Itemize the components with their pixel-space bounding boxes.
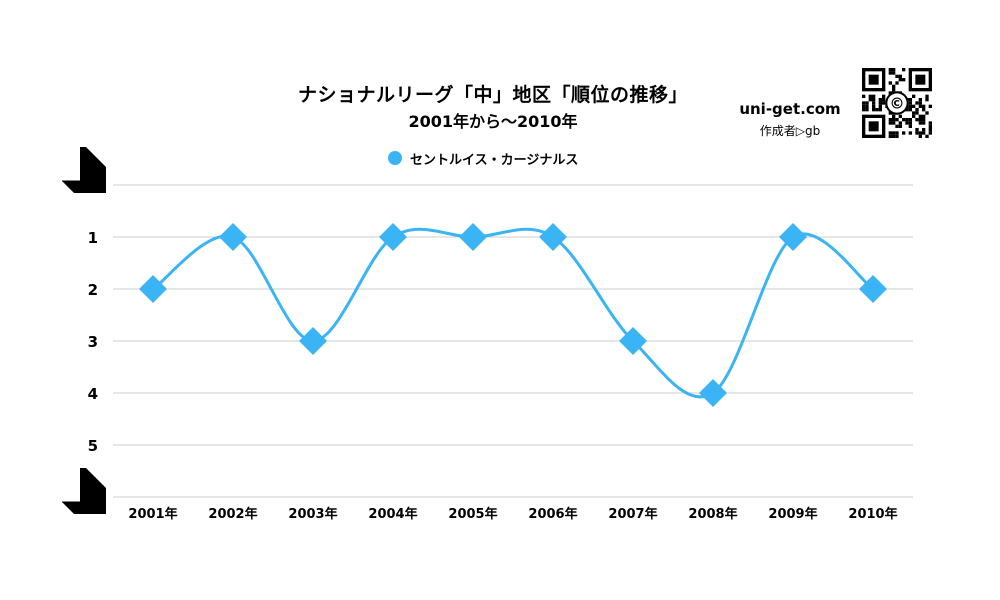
data-point-marker <box>379 223 407 251</box>
author-label: 作成者▷gb <box>759 124 821 138</box>
x-tick-label: 2002年 <box>208 506 257 522</box>
x-tick-label: 2001年 <box>128 506 177 522</box>
data-point-marker <box>699 379 727 407</box>
data-point-marker <box>299 327 327 355</box>
data-point-marker <box>219 223 247 251</box>
chart-subtitle: 2001年から〜2010年 <box>408 112 578 131</box>
x-tick-label: 2010年 <box>848 506 897 522</box>
x-tick-label: 2003年 <box>288 506 337 522</box>
legend-marker <box>388 151 402 165</box>
corner-arrow-icon <box>62 147 106 193</box>
y-tick-label: 4 <box>88 385 98 403</box>
legend: セントルイス・カージナルス <box>388 148 578 168</box>
data-point-marker <box>539 223 567 251</box>
data-point-marker <box>459 223 487 251</box>
svg-text:©: © <box>890 95 905 113</box>
y-tick-label: 2 <box>88 281 98 299</box>
data-point-marker <box>619 327 647 355</box>
y-tick-label: 3 <box>88 333 98 351</box>
y-tick-label: 1 <box>88 229 98 247</box>
chart-title: ナショナルリーグ「中」地区「順位の推移」 <box>297 84 688 106</box>
y-tick-label: 5 <box>88 437 98 455</box>
legend-label: セントルイス・カージナルス <box>410 152 579 168</box>
x-tick-label: 2007年 <box>608 506 657 522</box>
x-tick-label: 2008年 <box>688 506 737 522</box>
x-tick-label: 2006年 <box>528 506 577 522</box>
brand-name: uni-get.com <box>739 100 841 118</box>
data-point-marker <box>139 275 167 303</box>
data-point-marker <box>779 223 807 251</box>
data-point-marker <box>859 275 887 303</box>
series-line <box>152 227 874 399</box>
x-tick-label: 2005年 <box>448 506 497 522</box>
x-tick-label: 2009年 <box>768 506 817 522</box>
qr-code-icon: © <box>862 68 932 138</box>
corner-arrow-icon <box>62 468 106 514</box>
x-tick-label: 2004年 <box>368 506 417 522</box>
